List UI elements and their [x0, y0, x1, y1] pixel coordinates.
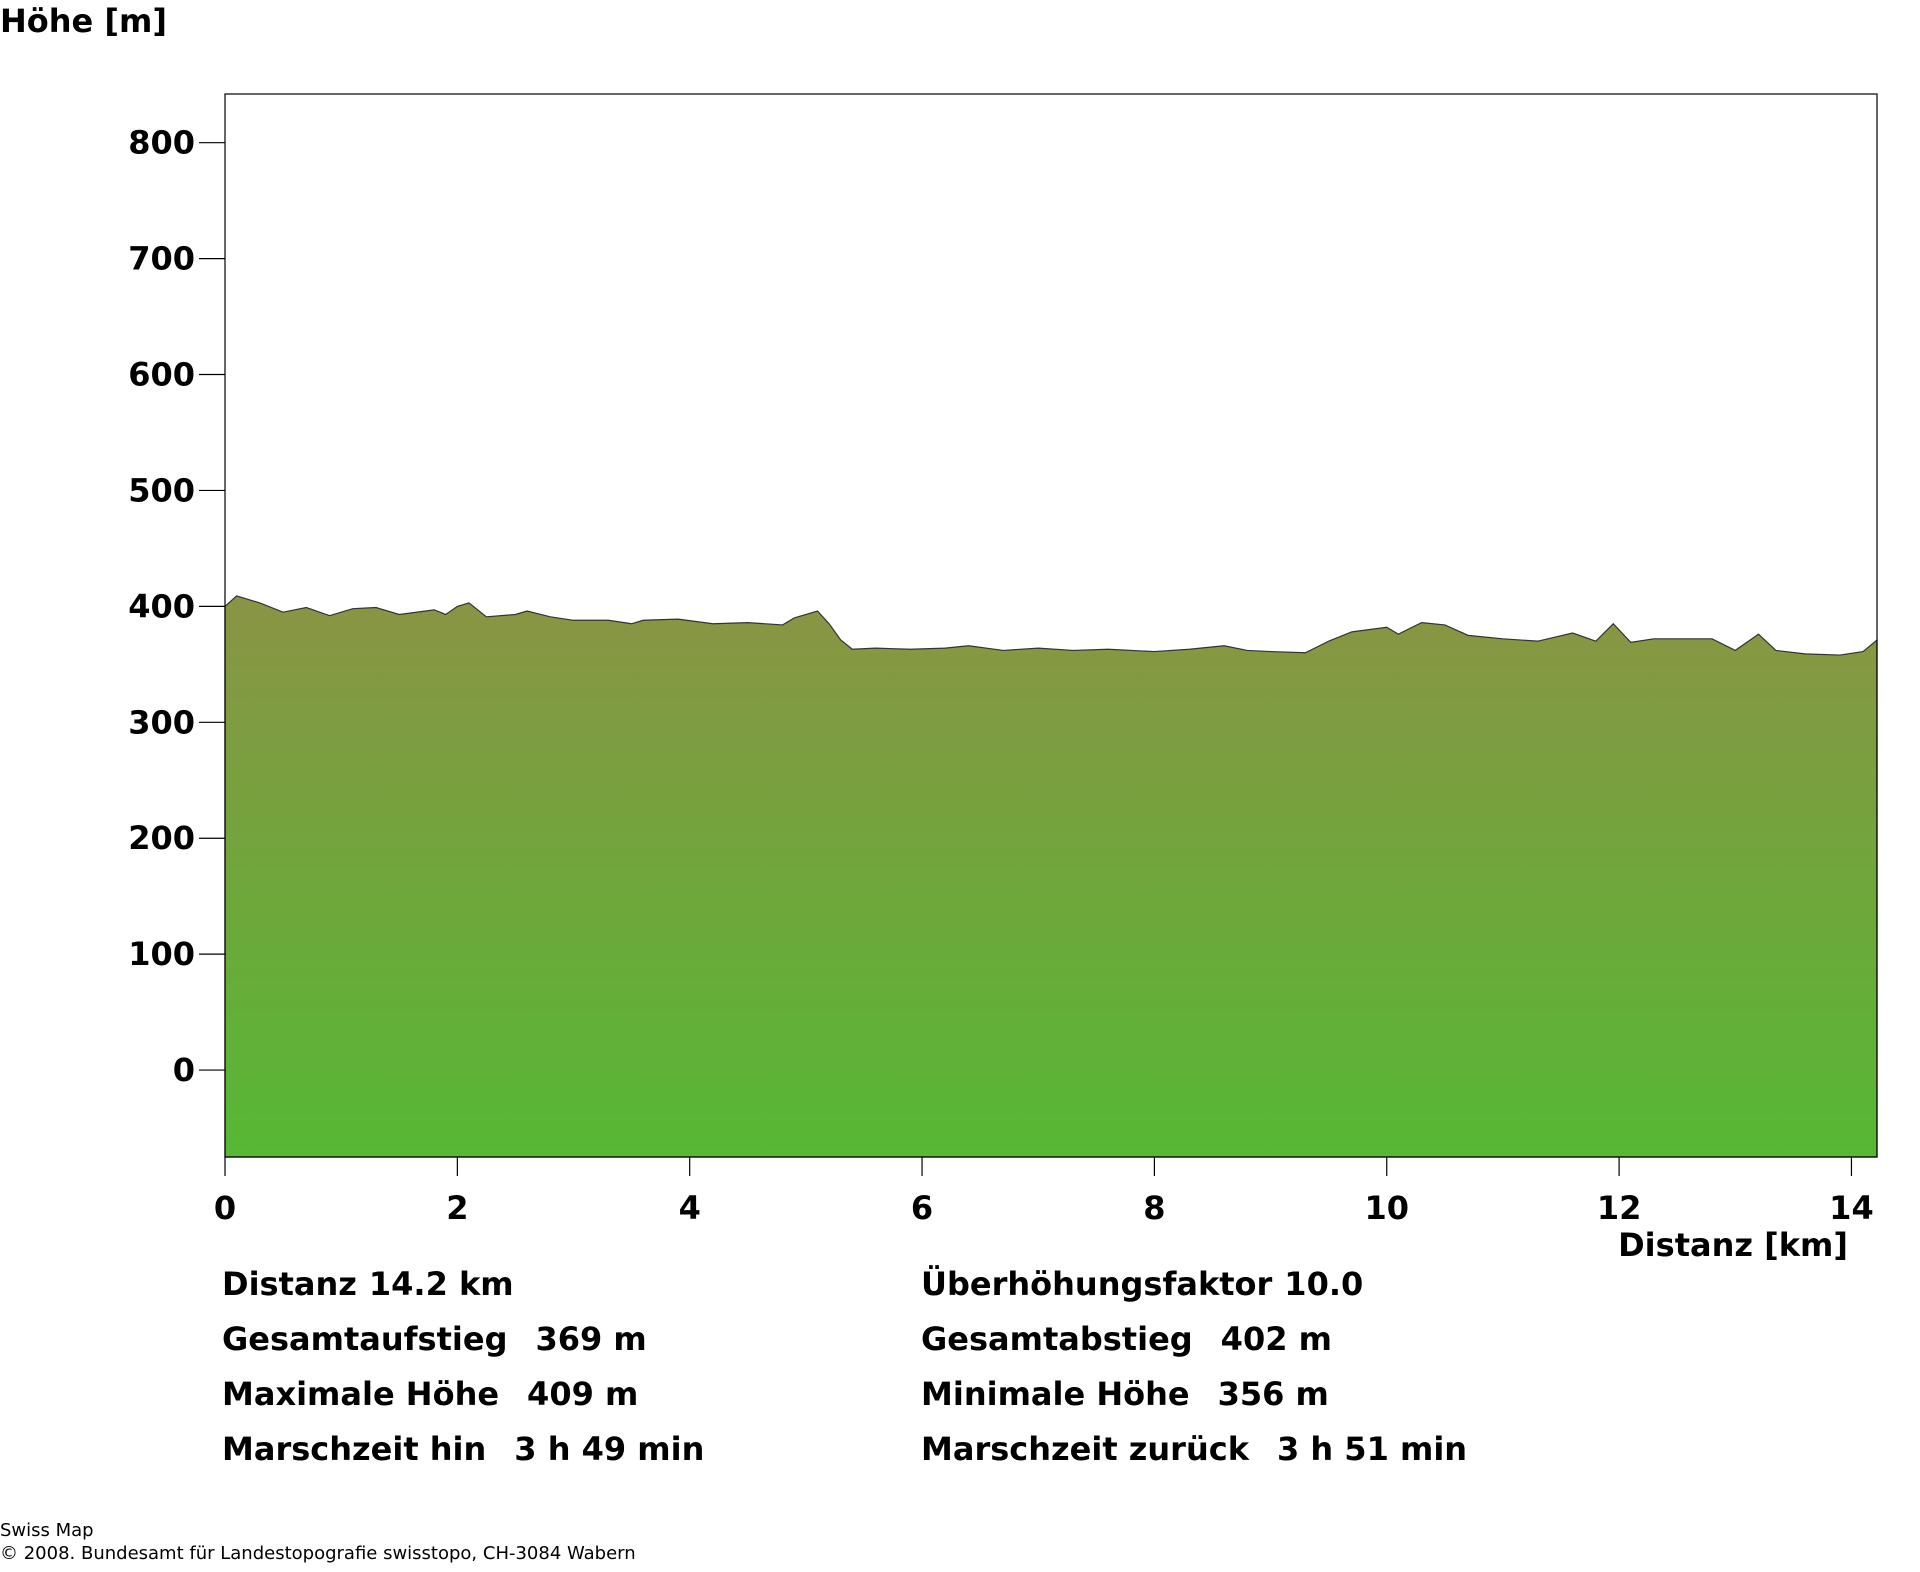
- x-tick-label: 14: [1829, 1189, 1874, 1227]
- elevation-area: [224, 595, 1878, 1158]
- x-tick-label: 4: [679, 1189, 701, 1227]
- stat: Marschzeit hin 3 h 49 min: [222, 1430, 704, 1468]
- stat-value: 369 m: [535, 1320, 646, 1358]
- x-tick-label: 10: [1364, 1189, 1409, 1227]
- x-tick-label: 0: [214, 1189, 236, 1227]
- y-tick-label: 500: [128, 471, 195, 509]
- plot-frame: [224, 93, 1878, 1158]
- stat-value: 356 m: [1218, 1375, 1329, 1413]
- stat: Distanz 14.2 km: [222, 1265, 514, 1303]
- stat-value: 402 m: [1221, 1320, 1332, 1358]
- stat: Gesamtabstieg 402 m: [921, 1320, 1332, 1358]
- stat: Minimale Höhe 356 m: [921, 1375, 1329, 1413]
- stat-label: Marschzeit zurück: [921, 1430, 1250, 1468]
- stat-label: Marschzeit hin: [222, 1430, 486, 1468]
- stat: Überhöhungsfaktor 10.0: [921, 1265, 1363, 1303]
- y-tick-label: 0: [173, 1051, 195, 1089]
- stat-value: 3 h 51 min: [1277, 1430, 1467, 1468]
- y-tick-label: 400: [128, 587, 195, 625]
- x-tick-label: 8: [1143, 1189, 1165, 1227]
- x-axis-label: Distanz [km]: [1618, 1226, 1848, 1264]
- stat: Marschzeit zurück 3 h 51 min: [921, 1430, 1467, 1468]
- stat-label: Gesamtabstieg: [921, 1320, 1193, 1358]
- x-tick-label: 6: [911, 1189, 933, 1227]
- footer: © 2008. Bundesamt für Landestopografie s…: [0, 1543, 636, 1564]
- stat: Maximale Höhe 409 m: [222, 1375, 638, 1413]
- x-tick-label: 12: [1597, 1189, 1642, 1227]
- stat-label: Distanz: [222, 1265, 357, 1303]
- stat-label: Minimale Höhe: [921, 1375, 1190, 1413]
- y-tick-label: 200: [128, 819, 195, 857]
- x-tick-label: 2: [446, 1189, 468, 1227]
- chart-title: Höhe [m]: [0, 2, 167, 40]
- stat-label: Gesamtaufstieg: [222, 1320, 507, 1358]
- y-tick-label: 700: [128, 240, 195, 278]
- y-tick-label: 100: [128, 935, 195, 973]
- stat-label: Überhöhungsfaktor: [921, 1265, 1273, 1303]
- stat-label: Maximale Höhe: [222, 1375, 499, 1413]
- y-tick-label: 800: [128, 124, 195, 162]
- stat-value: 409 m: [527, 1375, 638, 1413]
- stat: Gesamtaufstieg 369 m: [222, 1320, 647, 1358]
- stat-value: 14.2 km: [369, 1265, 514, 1303]
- y-tick-label: 600: [128, 356, 195, 394]
- footer: Swiss Map: [0, 1520, 94, 1541]
- y-tick-label: 300: [128, 703, 195, 741]
- stat-value: 10.0: [1284, 1265, 1363, 1303]
- stat-value: 3 h 49 min: [514, 1430, 704, 1468]
